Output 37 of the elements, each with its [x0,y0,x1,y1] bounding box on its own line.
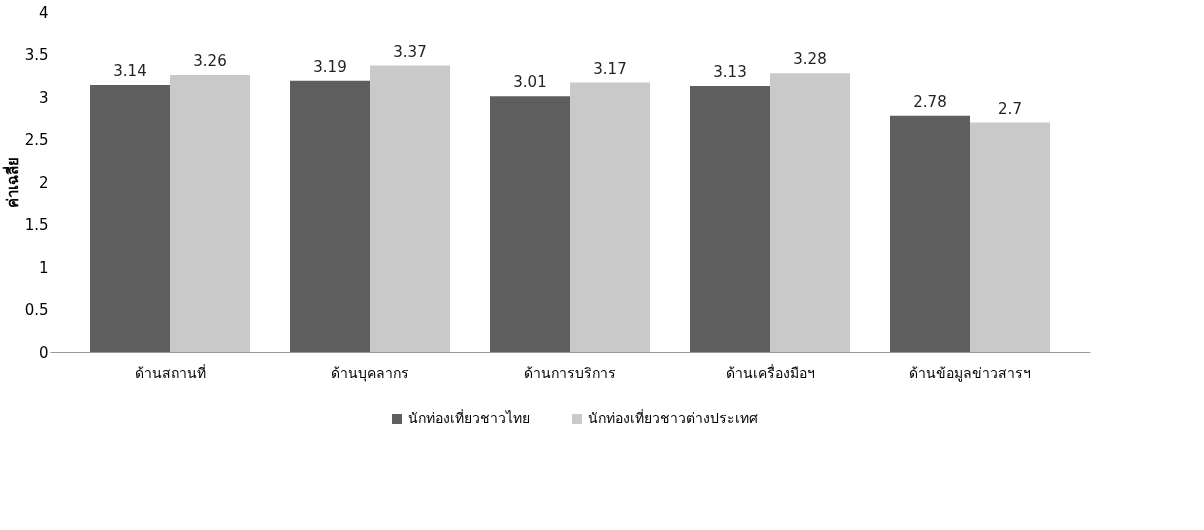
data-label: 3.14 [113,62,147,81]
y-axis-title: ค่าเฉลี่ย [1,157,22,208]
data-label: 3.17 [593,59,627,78]
data-label: 3.19 [313,57,347,76]
y-tick-label: 1 [38,258,49,277]
bar [490,96,570,352]
data-label: 3.28 [793,50,827,69]
y-tick-label: 0.5 [24,301,49,319]
bar [890,115,970,352]
legend-label: นักท่องเที่ยวชาวต่างประเทศ [588,409,758,426]
y-tick-label: 4 [38,3,49,22]
y-tick-label: 0 [38,343,49,362]
bar [690,85,770,352]
data-label: 3.13 [713,62,747,81]
bar [770,73,850,352]
data-label: 2.7 [998,99,1022,118]
data-label: 3.26 [193,51,227,70]
data-label: 3.37 [393,42,427,61]
data-label: 2.78 [913,92,947,111]
x-tick-label: ด้านเครื่องมือฯ [725,363,815,381]
x-tick-label: ด้านการบริการ [524,364,616,381]
y-tick-label: 3 [38,88,49,107]
y-tick-label: 2 [38,173,49,192]
y-tick-label: 1.5 [24,216,49,234]
x-tick-label: ด้านข้อมูลข่าวสารฯ [909,364,1031,382]
bar [290,80,370,352]
data-label: 3.01 [513,73,547,92]
bar [370,65,450,352]
bar [90,85,170,352]
y-tick-label: 2.5 [24,131,49,149]
y-tick-label: 3.5 [24,46,49,64]
legend-label: นักท่องเที่ยวชาวไทย [408,409,530,426]
x-tick-label: ด้านบุคลากร [331,364,409,382]
bar [570,82,650,352]
x-tick-label: ด้านสถานที่ [134,363,206,381]
bar [970,122,1050,352]
bar [170,74,250,352]
